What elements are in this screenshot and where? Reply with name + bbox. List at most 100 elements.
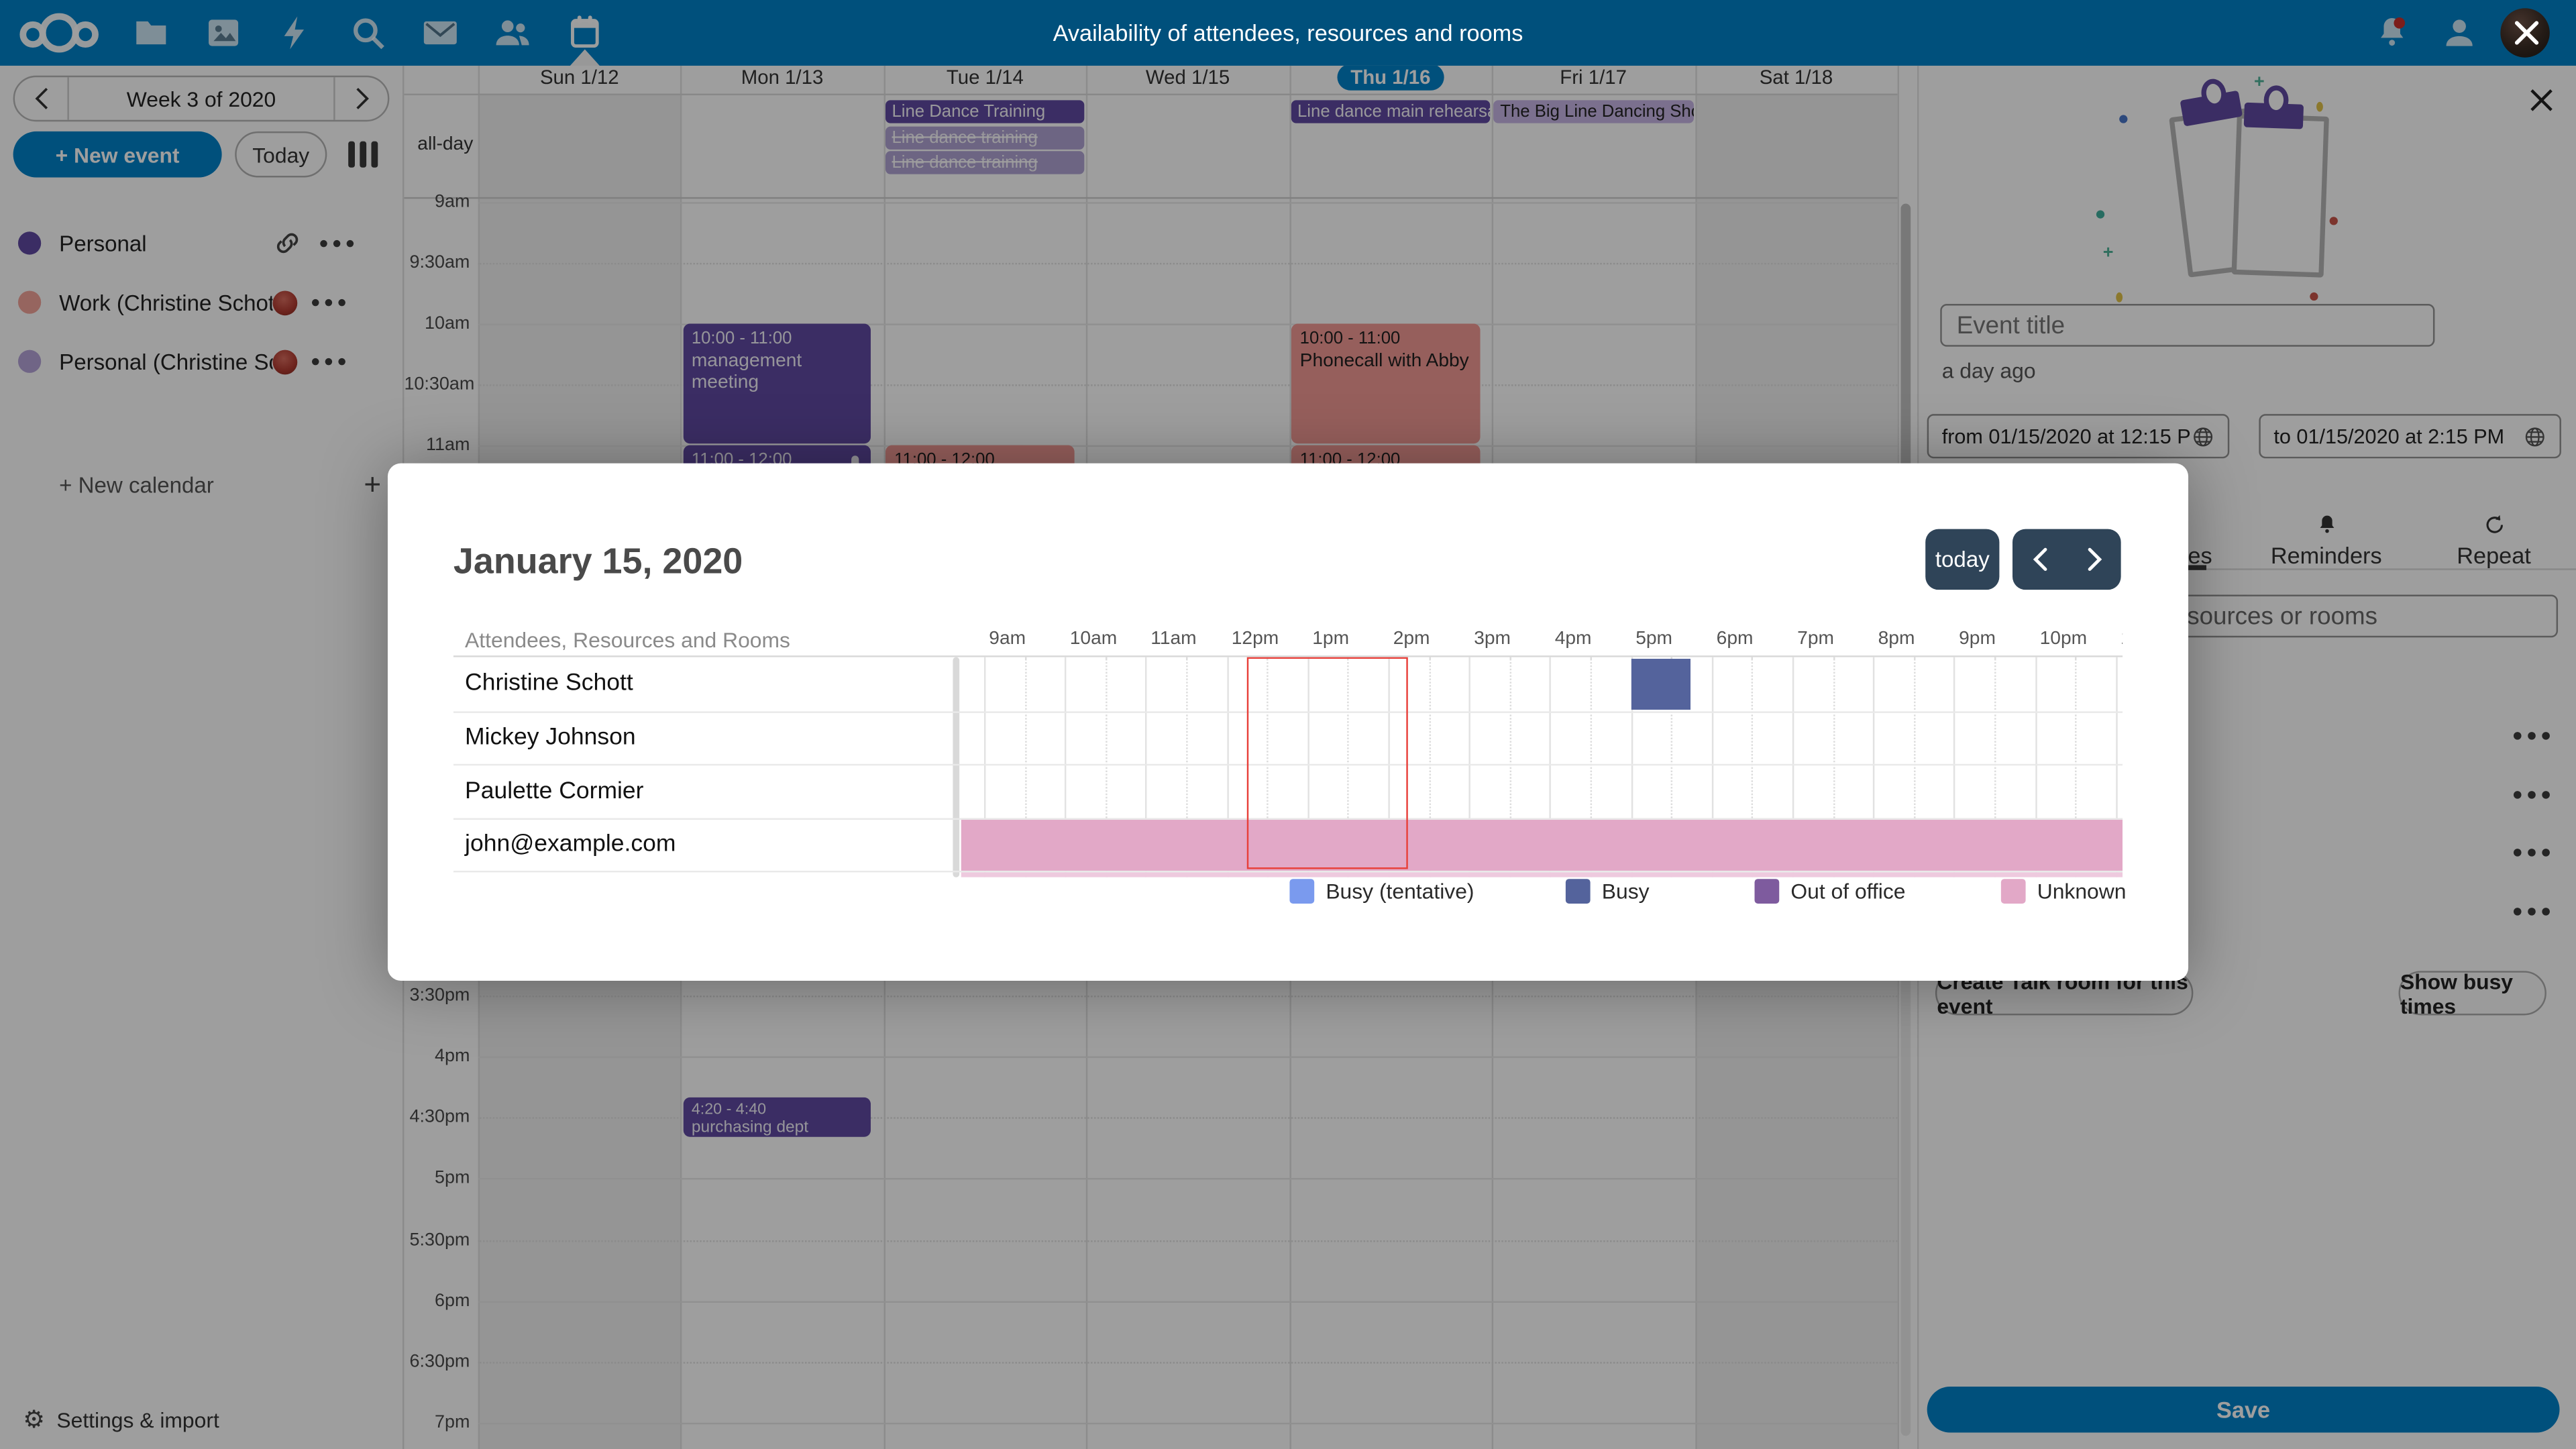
modal-today-button[interactable]: today [1925, 529, 2000, 590]
day-header[interactable]: Tue 1/14 [883, 66, 1086, 94]
all-day-label: all-day [417, 134, 474, 155]
contacts-app-icon[interactable] [493, 13, 533, 53]
event-time-label: 10:00 - 11:00 [691, 328, 792, 349]
attendee-actions-menu[interactable]: ●●● [2512, 726, 2555, 746]
event-title: management meeting [691, 352, 802, 393]
time-gutter-label: 5:30pm [409, 1230, 470, 1250]
hour-gridline [1630, 657, 1633, 877]
day-header[interactable]: Thu 1/16 [1289, 65, 1492, 94]
event-title: purchasing dept [691, 1119, 809, 1136]
names-grid-divider [953, 657, 960, 877]
share-link-icon[interactable] [273, 228, 303, 258]
all-day-event[interactable]: Line dance main rehearsal [1291, 100, 1491, 123]
calendar-app-icon[interactable] [565, 13, 604, 53]
event-end-field[interactable]: to 01/15/2020 at 2:15 PM [2259, 414, 2561, 459]
close-editor-icon[interactable] [2528, 87, 2555, 113]
attendee-actions-menu[interactable]: ●●● [2512, 901, 2555, 921]
time-gutter-label: 7pm [434, 1413, 470, 1433]
week-label[interactable]: Week 3 of 2020 [126, 86, 276, 111]
day-header[interactable]: Sun 1/12 [478, 66, 681, 94]
mail-app-icon[interactable] [421, 13, 460, 53]
event-title: Phonecall with Abby [1299, 352, 1469, 372]
hour-label: 2pm [1393, 629, 1430, 649]
day-header-today-pill: Thu 1/16 [1337, 65, 1444, 91]
new-event-button[interactable]: + New event [13, 131, 222, 178]
previous-day-button[interactable] [2012, 529, 2067, 590]
hour-gridline [1226, 657, 1228, 877]
grid-hour-line [478, 1239, 1898, 1242]
divider [67, 77, 69, 120]
calendar-list-item[interactable]: Personal (Christine Scho...) ●●● [0, 332, 404, 391]
day-header[interactable]: Fri 1/17 [1492, 66, 1695, 94]
half-hour-gridline [2075, 657, 2077, 877]
activity-app-icon[interactable] [276, 13, 315, 53]
calendar-name: Personal [59, 231, 147, 256]
calendar-list-item[interactable]: Work (Christine Schott) ●●● [0, 273, 404, 332]
attendee-actions-menu[interactable]: ●●● [2512, 843, 2555, 863]
next-day-button[interactable] [2067, 529, 2121, 590]
save-button[interactable]: Save [1927, 1386, 2560, 1433]
new-calendar-button[interactable]: + New calendar + [0, 455, 404, 514]
nextcloud-logo[interactable] [19, 10, 99, 56]
tab-reminders[interactable]: Reminders [2244, 513, 2408, 568]
timezone-globe-icon [2525, 427, 2544, 446]
close-dialog-icon[interactable] [2512, 18, 2541, 48]
event-start-field[interactable]: from 01/15/2020 at 12:15 PM [1927, 414, 2230, 459]
calendar-event[interactable]: 10:00 - 11:00 Phonecall with Abby [1291, 323, 1480, 445]
files-app-icon[interactable] [131, 13, 171, 53]
calendar-actions-menu[interactable]: ●●● [310, 293, 350, 312]
time-gutter-label: 9:30am [409, 252, 470, 273]
contacts-menu-icon[interactable] [2440, 13, 2479, 53]
active-app-caret [570, 49, 600, 66]
photos-app-icon[interactable] [204, 13, 244, 53]
calendar-event[interactable]: 10:00 - 11:00 management meeting [683, 323, 871, 445]
previous-week-button[interactable] [15, 87, 67, 110]
tab-repeat[interactable]: Repeat [2412, 513, 2576, 568]
week-view-toggle-icon[interactable] [348, 141, 378, 168]
grid-hour-line [478, 201, 1898, 203]
calendar-actions-menu[interactable]: ●●● [319, 233, 359, 252]
search-app-icon[interactable] [348, 13, 388, 53]
attendee-row: ●●● [1919, 765, 2576, 824]
calendar-list-item[interactable]: Personal ●●● [0, 213, 404, 272]
day-header[interactable]: Wed 1/15 [1086, 66, 1289, 94]
grid-hour-line [478, 1300, 1898, 1303]
availability-grid-header: Attendees, Resources and Rooms [465, 627, 790, 653]
notifications-bell-icon[interactable] [2372, 13, 2412, 53]
day-header[interactable]: Mon 1/13 [681, 66, 883, 94]
time-gutter-label: 6:30pm [409, 1352, 470, 1372]
calendar-name: Work (Christine Schott) [59, 290, 273, 315]
day-header-label: Tue 1/14 [946, 65, 1024, 89]
new-calendar-label: + New calendar [59, 472, 214, 497]
attendee-actions-menu[interactable]: ●●● [2512, 784, 2555, 804]
event-end-value: to 01/15/2020 at 2:15 PM [2273, 425, 2505, 448]
all-day-event[interactable]: Line Dance Training [885, 100, 1085, 123]
calendar-actions-menu[interactable]: ●●● [310, 352, 350, 371]
all-day-event[interactable]: The Big Line Dancing Show [1493, 100, 1693, 123]
left-sidebar: Week 3 of 2020 + New event Today Persona… [0, 65, 405, 1449]
today-button[interactable]: Today [235, 131, 327, 178]
legend-label: Out of office [1790, 879, 1906, 904]
legend-label: Busy (tentative) [1326, 879, 1474, 904]
half-hour-gridline [1428, 657, 1431, 877]
all-day-event[interactable]: Line dance training [885, 151, 1085, 174]
event-start-value: from 01/15/2020 at 12:15 PM [1941, 425, 2192, 448]
time-gutter-label: 10:30am [404, 374, 475, 395]
event-title-input[interactable] [1940, 304, 2435, 347]
grid-hour-line [478, 1056, 1898, 1059]
availability-hour-labels: 9am 10am 11am 12pm 1pm 2pm 3pm 4pm 5pm 6pm 7pm 8pm 9… [961, 626, 2123, 657]
plus-icon: + [364, 467, 382, 500]
show-busy-times-button[interactable]: Show busy times [2398, 969, 2546, 1018]
settings-import-button[interactable]: ⚙ Settings & import [23, 1405, 219, 1434]
divider [333, 77, 335, 120]
grid-hour-line [478, 1117, 1898, 1120]
event-time-label: 10:00 - 11:00 [1299, 328, 1401, 349]
hour-gridline [983, 657, 986, 877]
calendar-color-dot [17, 231, 42, 255]
grid-hour-line [478, 1178, 1898, 1181]
all-day-event[interactable]: Line dance training [885, 125, 1085, 149]
next-week-button[interactable] [335, 87, 388, 110]
day-header[interactable]: Sat 1/18 [1695, 66, 1897, 94]
day-header-label: Wed 1/15 [1145, 65, 1230, 89]
calendar-event[interactable]: 4:20 - 4:40 purchasing dept [683, 1097, 871, 1136]
